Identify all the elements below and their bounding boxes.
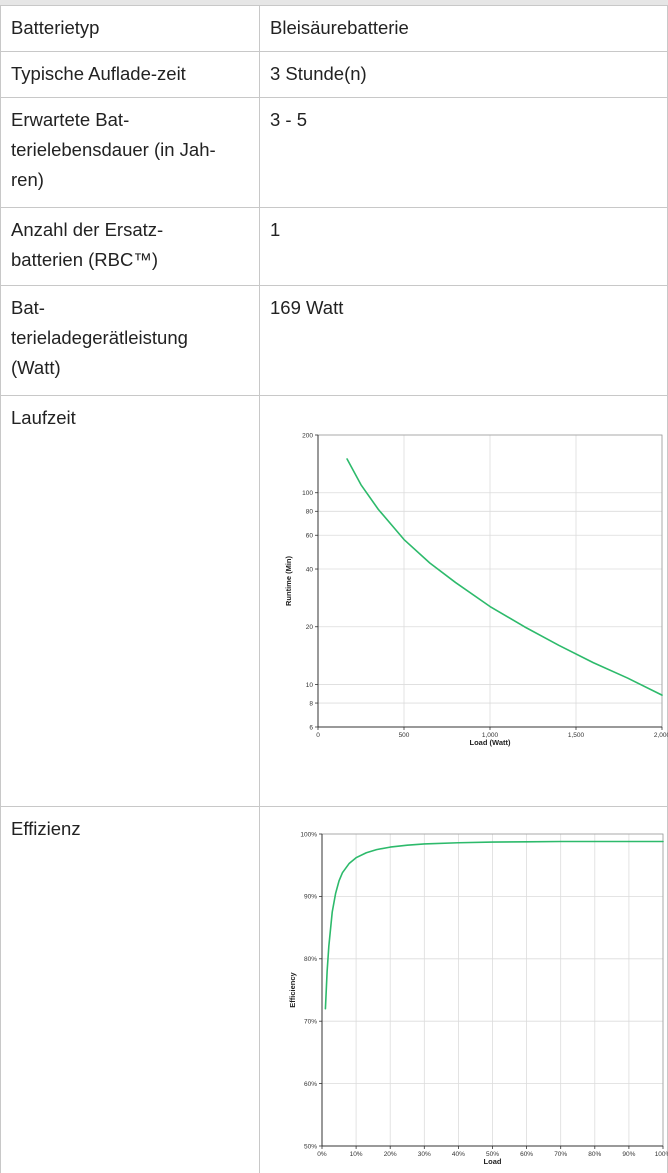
table-row: Laufzeit 05001,0001,5002,000681020406080… [1, 396, 668, 807]
y-tick-label: 6 [309, 724, 313, 731]
runtime-chart: 05001,0001,5002,000681020406080100200Loa… [270, 403, 668, 799]
efficiency-chart-cell: 0%10%20%30%40%50%60%70%80%90%100%50%60%7… [260, 807, 668, 1173]
table-row: Batterietyp Bleisäurebatterie [1, 6, 668, 52]
y-axis-title: Efficiency [288, 971, 297, 1007]
x-tick-label: 80% [588, 1151, 601, 1158]
y-tick-label: 10 [306, 682, 314, 689]
y-tick-label: 100 [302, 490, 313, 497]
y-tick-label: 80 [306, 509, 314, 516]
y-tick-label: 60 [306, 533, 314, 540]
row-label: Batterietyp [1, 6, 260, 52]
y-tick-label: 200 [302, 432, 313, 439]
y-tick-label: 50% [304, 1143, 317, 1150]
runtime-chart-cell: 05001,0001,5002,000681020406080100200Loa… [260, 396, 668, 807]
row-value: 3 Stunde(n) [260, 52, 668, 98]
x-tick-label: 60% [520, 1151, 533, 1158]
table-row: Typische Auflade-zeit 3 Stunde(n) [1, 52, 668, 98]
x-tick-label: 0% [317, 1151, 327, 1158]
x-tick-label: 0 [316, 732, 320, 739]
table-row: Anzahl der Ersatz- batterien (RBC™) 1 [1, 208, 668, 286]
row-label: Erwartete Bat- terielebensdauer (in Jah-… [1, 98, 260, 208]
x-tick-label: 20% [384, 1151, 397, 1158]
y-axis-title: Runtime (Min) [284, 556, 293, 606]
y-tick-label: 40 [306, 566, 314, 573]
x-tick-label: 40% [452, 1151, 465, 1158]
y-tick-label: 20 [306, 624, 314, 631]
x-tick-label: 1,500 [568, 732, 585, 739]
row-value: 1 [260, 208, 668, 286]
x-tick-label: 2,000 [654, 732, 668, 739]
y-tick-label: 100% [300, 831, 317, 838]
table-row: Effizienz 0% 10% 20% 30% 40% 50% 60% 70% 80% 90% 1… [1, 807, 668, 1173]
y-tick-label: 80% [304, 956, 317, 963]
table-row: Erwartete Bat- terielebensdauer (in Jah-… [1, 98, 668, 208]
row-value: Bleisäurebatterie [260, 6, 668, 52]
row-label: Effizienz [1, 807, 260, 1173]
row-label: Laufzeit [1, 396, 260, 807]
y-tick-label: 90% [304, 894, 317, 901]
x-tick-label: 90% [622, 1151, 635, 1158]
row-value: 169 Watt [260, 286, 668, 396]
row-value: 3 - 5 [260, 98, 668, 208]
row-label: Typische Auflade-zeit [1, 52, 260, 98]
x-tick-label: 70% [554, 1151, 567, 1158]
row-label: Anzahl der Ersatz- batterien (RBC™) [1, 208, 260, 286]
table-row: Bat- terieladegerätleistung (Watt) 169 W… [1, 286, 668, 396]
efficiency-chart: 0%10%20%30%40%50%60%70%80%90%100%50%60%7… [270, 814, 668, 1166]
x-axis-title: Load (Watt) [470, 738, 511, 747]
x-tick-label: 30% [418, 1151, 431, 1158]
x-tick-label: 100% [655, 1151, 668, 1158]
y-tick-label: 70% [304, 1019, 317, 1026]
y-tick-label: 8 [309, 700, 313, 707]
x-tick-label: 10% [350, 1151, 363, 1158]
y-tick-label: 60% [304, 1081, 317, 1088]
x-tick-label: 500 [399, 732, 410, 739]
battery-spec-table: Batterietyp Bleisäurebatterie Typische A… [0, 5, 668, 1173]
row-label: Bat- terieladegerätleistung (Watt) [1, 286, 260, 396]
